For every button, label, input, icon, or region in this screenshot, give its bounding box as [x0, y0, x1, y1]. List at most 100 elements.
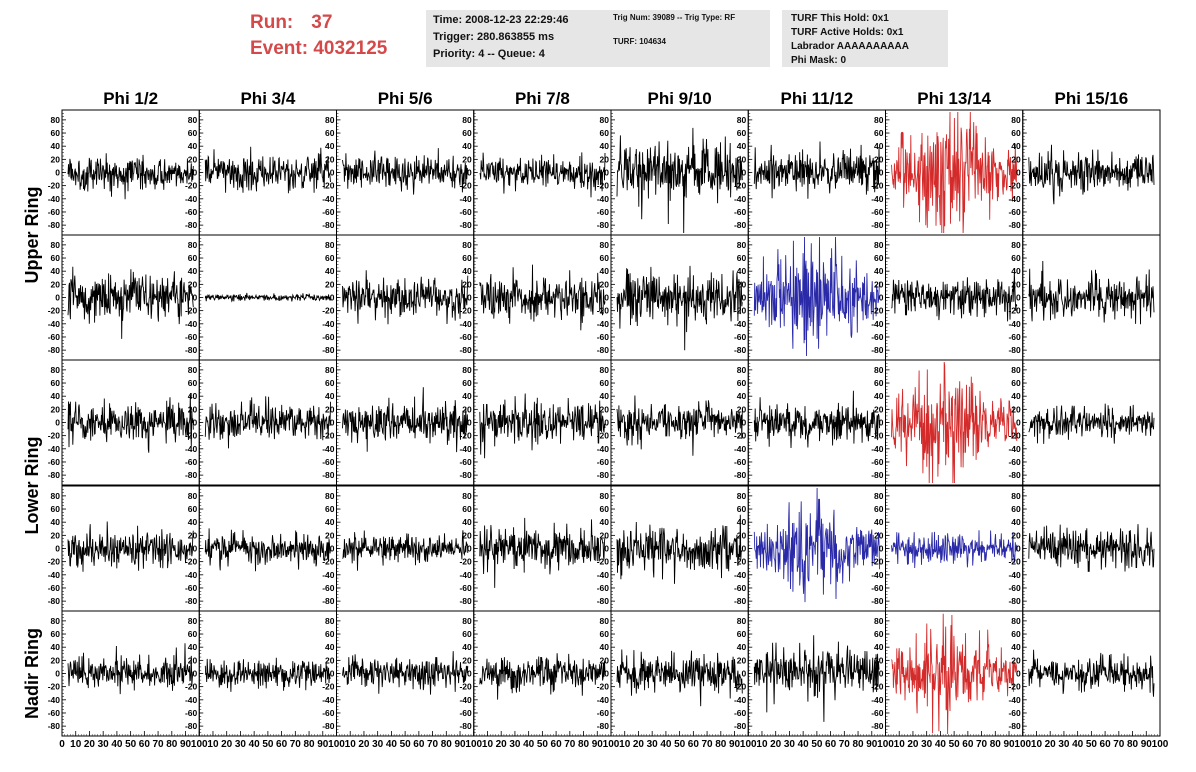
- y-tick-label: 0: [55, 669, 60, 679]
- y-tick-label: -40: [48, 319, 61, 329]
- x-tick-label: 100: [1014, 739, 1031, 750]
- waveform-panel: -80 -60 -40 -20 0 20 40 60 80: [1008, 359, 1161, 486]
- y-tick-label: -20: [1008, 306, 1021, 316]
- y-tick-label: -80: [871, 345, 884, 355]
- x-tick-label: 70: [427, 739, 439, 750]
- x-tick-label: 80: [166, 739, 178, 750]
- x-tick-label: 40: [111, 739, 123, 750]
- y-tick-label: 0: [330, 544, 335, 554]
- y-tick-label: 80: [325, 616, 335, 626]
- y-tick-label: -80: [459, 470, 472, 480]
- y-tick-label: 60: [737, 253, 747, 263]
- y-tick-label: -20: [1008, 431, 1021, 441]
- y-tick-label: 20: [737, 279, 747, 289]
- y-tick-label: -20: [459, 181, 472, 191]
- y-tick-label: 0: [330, 669, 335, 679]
- y-tick-label: -20: [322, 557, 335, 567]
- waveform-trace: [1028, 260, 1155, 325]
- y-tick-label: 20: [51, 154, 61, 164]
- x-tick-label: 20: [221, 739, 233, 750]
- y-tick-label: -40: [48, 444, 61, 454]
- x-tick-label: 10: [619, 739, 631, 750]
- x-tick-label: 80: [715, 739, 727, 750]
- x-tick-label: 70: [1113, 739, 1125, 750]
- waveform-panel: -80 -60 -40 -20 0 20 40 60 80: [597, 610, 749, 737]
- y-tick-label: -40: [185, 570, 198, 580]
- waveform-trace: [342, 530, 469, 571]
- column-header: Phi 15/16: [1055, 89, 1129, 108]
- y-tick-label: 80: [737, 491, 747, 501]
- y-tick-label: 80: [874, 240, 884, 250]
- y-tick-label: -80: [459, 721, 472, 731]
- y-tick-label: -80: [1008, 220, 1021, 230]
- waveform-trace: [67, 643, 194, 695]
- y-tick-label: 0: [193, 293, 198, 303]
- y-tick-label: -40: [1008, 194, 1021, 204]
- waveform-panel: -80 -60 -40 -20 0 20 40 60 80: [322, 610, 475, 737]
- y-tick-label: -20: [322, 306, 335, 316]
- waveform-panel: -80 -60 -40 -20 0 20 40 60 80: [48, 485, 200, 612]
- y-tick-label: 60: [51, 504, 61, 514]
- y-tick-label: 60: [737, 629, 747, 639]
- y-tick-label: -40: [734, 444, 747, 454]
- x-tick-label: 90: [1003, 739, 1015, 750]
- y-tick-label: -80: [48, 220, 61, 230]
- y-tick-label: -20: [48, 306, 61, 316]
- y-tick-label: 60: [1011, 378, 1021, 388]
- y-tick-label: -60: [185, 332, 198, 342]
- y-tick-label: 60: [874, 378, 884, 388]
- turf-active-holds-text: TURF Active Holds: 0x1: [791, 27, 904, 38]
- waveform-trace: [1028, 144, 1155, 205]
- y-tick-label: 60: [1011, 504, 1021, 514]
- turf-this-hold-text: TURF This Hold: 0x1: [791, 13, 889, 24]
- y-tick-label: -20: [734, 431, 747, 441]
- y-tick-label: -20: [48, 431, 61, 441]
- y-tick-label: -80: [459, 596, 472, 606]
- y-tick-label: 20: [600, 655, 610, 665]
- waveform-panel: -80 -60 -40 -20 0 20 40 60 80: [734, 485, 886, 612]
- y-tick-label: 40: [462, 517, 472, 527]
- y-tick-label: 60: [737, 128, 747, 138]
- y-tick-label: 80: [874, 365, 884, 375]
- y-tick-label: -40: [734, 319, 747, 329]
- x-tick-label: 100: [465, 739, 482, 750]
- y-tick-label: -20: [48, 682, 61, 692]
- y-tick-label: -40: [459, 194, 472, 204]
- y-tick-label: -40: [459, 695, 472, 705]
- y-tick-label: -80: [322, 220, 335, 230]
- y-tick-label: 20: [462, 279, 472, 289]
- y-tick-label: -20: [734, 306, 747, 316]
- waveform-trace: [891, 361, 1018, 484]
- y-tick-label: -80: [48, 470, 61, 480]
- y-tick-label: 40: [325, 141, 335, 151]
- y-tick-label: 80: [51, 365, 61, 375]
- x-tick-label: 60: [276, 739, 288, 750]
- y-tick-label: -40: [871, 194, 884, 204]
- column-headers: Phi 1/2 Phi 3/4 Phi 5/6 Phi 7/8 Phi 9/10 Phi …: [103, 89, 1128, 108]
- waveform-trace: [479, 152, 606, 198]
- y-tick-label: 0: [742, 293, 747, 303]
- y-tick-label: 20: [188, 655, 198, 665]
- waveform-panel: -80 -60 -40 -20 0 20 40 60 80: [185, 610, 337, 737]
- y-tick-label: 80: [874, 115, 884, 125]
- y-tick-label: -60: [1008, 457, 1021, 467]
- y-tick-label: -60: [597, 583, 610, 593]
- y-tick-label: -40: [185, 194, 198, 204]
- y-tick-label: 0: [879, 544, 884, 554]
- y-tick-label: 80: [325, 365, 335, 375]
- y-tick-label: 40: [462, 391, 472, 401]
- y-tick-label: 0: [604, 544, 609, 554]
- y-tick-label: -20: [322, 431, 335, 441]
- waveform-trace: [753, 390, 880, 449]
- y-tick-label: 40: [874, 141, 884, 151]
- waveform-panel: -80 -60 -40 -20 0 20 40 60 80: [322, 359, 475, 486]
- y-tick-label: -40: [185, 695, 198, 705]
- y-tick-label: -20: [322, 682, 335, 692]
- y-tick-label: 40: [325, 517, 335, 527]
- x-tick-label: 30: [372, 739, 384, 750]
- waveform-panel: -80 -60 -40 -20 0 20 40 60 80: [1008, 109, 1161, 236]
- waveform-panels: -80 -60 -40 -20 0 20 40 60 80 -80 -60 -40 -20 0 20 40 60…: [48, 109, 1161, 737]
- y-tick-label: 20: [874, 154, 884, 164]
- waveform-panel: -80 -60 -40 -20 0 20 40 60 80: [597, 109, 749, 236]
